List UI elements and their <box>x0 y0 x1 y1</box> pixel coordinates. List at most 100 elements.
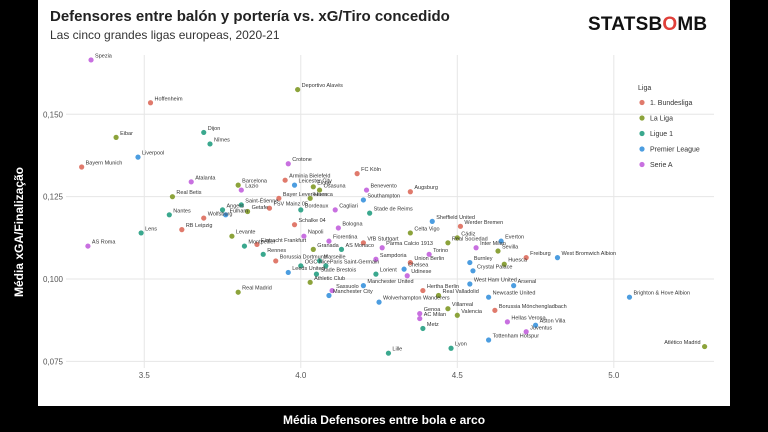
data-point <box>244 208 251 215</box>
x-axis-label: Média Defensores entre bola e arco <box>282 413 486 427</box>
data-point <box>445 306 451 312</box>
point-label: Osasuna <box>324 184 347 190</box>
x-tick-label: 3.5 <box>139 371 151 380</box>
data-point <box>554 255 561 261</box>
data-point <box>169 194 176 200</box>
data-point <box>201 129 207 136</box>
data-point <box>273 258 279 264</box>
data-point <box>298 263 304 269</box>
data-point <box>457 223 464 229</box>
data-point <box>504 319 510 325</box>
data-point <box>238 202 244 208</box>
data-point <box>335 225 341 231</box>
data-point <box>426 251 432 257</box>
data-point <box>467 259 473 266</box>
data-point <box>407 189 413 195</box>
legend-swatch <box>639 146 645 152</box>
data-point <box>113 134 119 140</box>
data-point <box>310 246 316 252</box>
data-point <box>367 210 373 216</box>
data-point <box>88 57 94 63</box>
statsbomb-logo: STATSBOMB <box>588 14 707 36</box>
data-point <box>626 294 633 300</box>
point-label: Marseille <box>324 254 346 260</box>
point-label: Brighton & Hove Albion <box>633 291 690 297</box>
data-point <box>470 268 476 274</box>
point-label: Real Sociedad <box>452 236 488 242</box>
data-point <box>376 299 382 305</box>
legend-entry: Premier League <box>650 147 700 154</box>
data-point <box>404 273 410 279</box>
point-label: OGC Nice <box>305 259 330 265</box>
data-point <box>316 187 323 193</box>
legend-swatch <box>639 130 645 137</box>
point-label: Parma Calcio 1913 <box>386 241 433 247</box>
point-label: AC Milan <box>424 312 446 318</box>
brand-text-left: STATSB <box>588 14 663 35</box>
point-label: Deportivo Alavés <box>302 83 344 89</box>
data-point <box>373 256 379 262</box>
data-point <box>445 240 451 246</box>
point-label: Juventus <box>530 325 552 331</box>
data-point <box>307 195 313 201</box>
point-label: Newcastle United <box>493 291 536 297</box>
brand-text-right: MB <box>677 14 708 35</box>
data-point <box>295 86 301 93</box>
point-label: Bordeaux <box>305 203 329 209</box>
scatter-plot: 3.5 4.0 4.5 5.0 0,075 0,100 0,125 0,150 Spezia De… <box>43 53 714 380</box>
x-tick-label: 5.0 <box>608 371 620 380</box>
point-label: Crystal Palace <box>477 264 512 270</box>
data-point <box>360 283 366 289</box>
point-label: Fiorentina <box>333 235 358 241</box>
data-point <box>379 245 385 251</box>
data-point <box>467 281 473 287</box>
data-point <box>241 243 248 249</box>
point-label: Genoa <box>424 307 441 313</box>
data-point <box>254 241 260 248</box>
point-label: AS Monaco <box>345 243 373 249</box>
data-point <box>532 322 539 328</box>
point-label: Atalanta <box>195 175 216 181</box>
point-label: Saint-Étienne <box>245 197 278 204</box>
point-label: Stade de Reims <box>374 207 413 213</box>
data-point <box>219 207 226 213</box>
point-label: Liverpool <box>142 151 164 157</box>
point-label: AS Roma <box>92 240 116 246</box>
point-label: Eintracht Frankfurt <box>261 238 307 244</box>
legend-entry: Ligue 1 <box>650 131 673 138</box>
data-point <box>260 251 266 257</box>
point-label: Borussia Mönchengladbach <box>499 304 567 310</box>
point-label: Lens <box>145 226 157 232</box>
data-point <box>238 187 244 193</box>
data-point <box>473 245 479 251</box>
legend-entry: La Liga <box>650 116 673 123</box>
data-point <box>291 222 298 228</box>
point-label: Cagliari <box>339 203 358 209</box>
point-label: West Ham United <box>474 277 517 283</box>
point-label: Tottenham Hotspur <box>493 333 540 339</box>
point-label: Sevilla <box>502 245 519 251</box>
point-label: Sassuolo <box>336 284 359 290</box>
data-point <box>385 350 392 356</box>
data-point <box>495 248 501 254</box>
x-tick-label: 4.0 <box>295 371 307 380</box>
data-point <box>235 182 241 188</box>
data-point <box>166 212 172 218</box>
point-label: Real Madrid <box>242 286 272 292</box>
point-label: FC Köln <box>361 167 381 173</box>
data-point <box>179 227 185 233</box>
y-tick-label: 0,125 <box>43 193 64 202</box>
data-point <box>360 240 366 246</box>
point-label: Huesca <box>314 192 334 198</box>
point-label: Werder Bremen <box>464 220 503 226</box>
data-point <box>454 312 460 318</box>
data-point <box>313 271 320 277</box>
data-point <box>207 141 213 147</box>
data-point <box>310 184 316 190</box>
data-point <box>85 243 91 249</box>
data-point <box>492 307 498 313</box>
point-label: Nantes <box>173 208 191 214</box>
point-label: Metz <box>427 322 439 328</box>
point-label: Napoli <box>308 230 324 236</box>
point-label: Aston Villa <box>540 319 567 325</box>
